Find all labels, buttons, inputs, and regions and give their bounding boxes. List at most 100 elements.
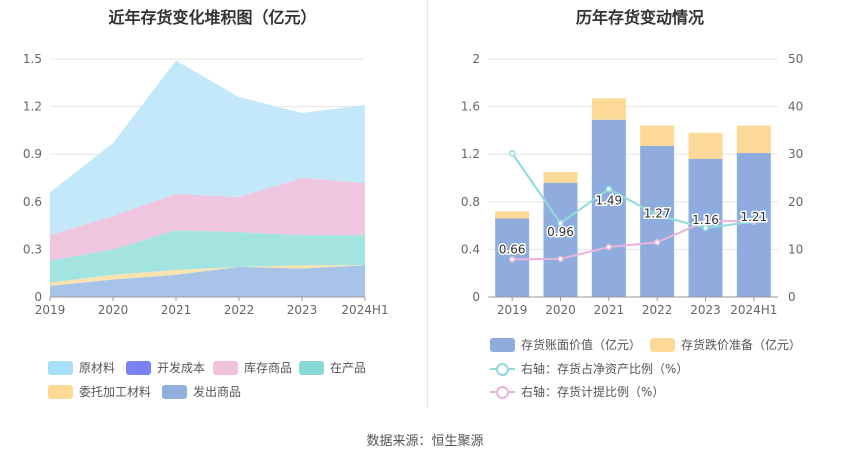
x-tick-label: 2020 [98,303,129,317]
area-在产品 [50,230,365,283]
legend-label: 在产品 [330,361,367,375]
legend-label: 存货跌价准备（亿元） [681,338,802,352]
line-point [702,218,709,225]
legend-swatch [299,360,324,375]
legend-item-goods-shipped[interactable]: 发出商品 [162,383,241,400]
legend-label: 发出商品 [193,385,242,399]
area-委托加工材料 [50,265,365,286]
legend-label: 委托加工材料 [79,385,152,399]
y2-tick-label: 0 [788,290,796,304]
y-tick-label: 0 [34,290,42,304]
line-point [557,219,564,227]
legend-line-swatch [490,385,515,399]
line-point [702,224,709,232]
y-tick-label: 0.3 [23,242,42,256]
legend-item-finished-goods[interactable]: 库存商品 [213,359,292,376]
legend-label: 开发成本 [157,361,206,375]
x-tick-label: 2019 [497,303,528,317]
x-tick-label: 2021 [594,303,625,317]
line-point [750,217,758,225]
line-point [605,243,613,251]
legend-item-impairment[interactable]: 存货跌价准备（亿元） [650,336,801,353]
right-chart-title: 历年存货变动情况 [575,8,704,27]
x-tick-label: 2022 [642,303,673,317]
legend-item-book-value[interactable]: 存货账面价值（亿元） [490,336,641,353]
bar-impairment [543,172,578,183]
y-tick-label: 0.9 [23,147,42,161]
inventory-bar-line-chart: 00.40.81.21.62010203040500.660.961.491.2… [461,52,803,317]
stacked-area-chart: 0 0.3 0.6 0.9 1.2 1.5 2019 2020 2021 2022 2023 2024… [23,52,389,317]
x-tick-label: 2022 [224,303,255,317]
x-tick-label: 2019 [35,303,66,317]
x-tick-label: 2020 [545,303,576,317]
bar-value-label: 1.21 [740,210,767,224]
legend-label: 右轴：存货计提比例（%） [521,385,665,399]
legend-swatch [650,337,675,352]
legend-swatch [213,360,238,375]
line-point [508,256,516,263]
line-provision-ratio [512,219,754,261]
legend-label: 存货账面价值（亿元） [521,338,642,352]
bar-impairment [688,132,723,159]
legend-item-work-in-progress[interactable]: 在产品 [299,359,366,376]
y-tick-label: 1.6 [461,100,480,114]
line-point [653,211,661,219]
area-库存商品 [50,178,365,261]
legend-item-provision-ratio[interactable]: 右轴：存货计提比例（%） [490,383,664,400]
y2-tick-label: 40 [788,100,803,114]
y-tick-label: 0.4 [461,242,480,256]
legend-line-swatch [490,362,515,376]
legend-label: 原材料 [79,361,116,375]
x-tick-label: 2023 [690,303,721,317]
y2-tick-label: 20 [788,195,803,209]
legend-swatch [162,384,187,399]
bar-value-label: 0.66 [499,243,526,257]
y-tick-label: 1.5 [23,52,42,66]
x-tick-label: 2024H1 [341,303,388,317]
left-chart-title: 近年存货变化堆积图（亿元） [108,8,317,27]
legend-item-raw-materials[interactable]: 原材料 [48,359,115,376]
area-原材料 [50,60,365,236]
legend-swatch [490,337,515,352]
y2-tick-label: 50 [788,52,803,66]
y2-tick-label: 10 [788,242,803,256]
legend-label: 右轴：存货占净资产比例（%） [521,362,689,376]
bar-book-value [591,119,626,297]
y2-tick-label: 30 [788,147,803,161]
bar-value-label: 1.27 [644,206,671,220]
legend-swatch [126,360,151,375]
legend-label: 库存商品 [244,361,293,375]
x-tick-label: 2024H1 [730,303,777,317]
line-point [605,185,613,193]
panel-divider [427,0,428,408]
y-tick-label: 1.2 [461,147,480,161]
line-point [508,149,516,157]
line-point [557,255,564,263]
y-tick-label: 0.8 [461,195,480,209]
legend-swatch [48,360,73,375]
legend-swatch [48,384,73,399]
data-source-note: 数据来源：恒生聚源 [366,434,484,449]
bar-book-value [640,145,675,297]
line-point [653,239,661,246]
bar-value-label: 0.96 [547,225,574,239]
legend-item-development-cost[interactable]: 开发成本 [126,359,205,376]
x-tick-label: 2021 [161,303,192,317]
y-tick-label: 2 [472,52,480,66]
bar-impairment [591,98,626,120]
bar-impairment [640,125,675,146]
y-tick-label: 1.2 [23,100,42,114]
bar-book-value [543,182,578,297]
x-tick-label: 2023 [287,303,318,317]
legend-item-net-asset-ratio[interactable]: 右轴：存货占净资产比例（%） [490,360,688,377]
line-net-asset-ratio [511,152,754,229]
bar-value-label: 1.49 [595,193,622,207]
bar-impairment [495,211,530,219]
legend-item-entrusted-materials[interactable]: 委托加工材料 [48,383,151,400]
y-tick-label: 0 [472,290,480,304]
bar-value-label: 1.16 [692,213,719,227]
bar-impairment [736,125,771,154]
area-发出商品 [50,265,365,297]
y-tick-label: 0.6 [23,195,42,209]
